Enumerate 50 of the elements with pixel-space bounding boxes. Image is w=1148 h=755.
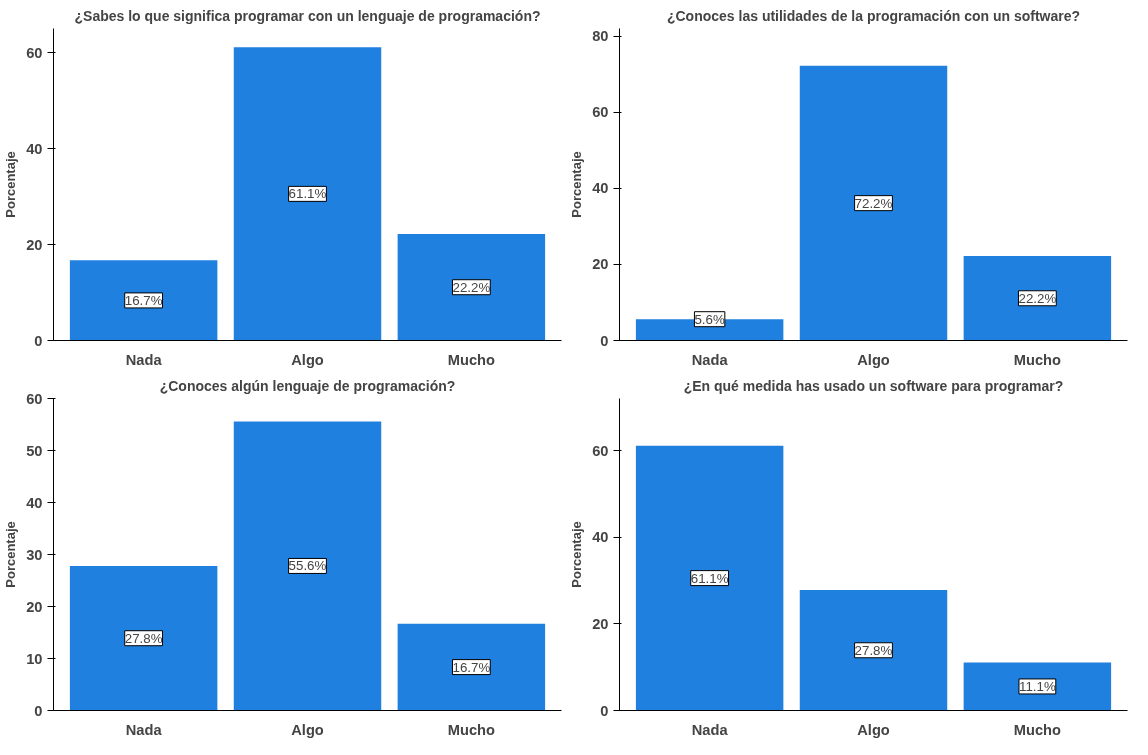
y-tick-label: 40 [26, 140, 43, 157]
y-tick-label: 80 [592, 28, 609, 45]
y-tick-label: 20 [592, 615, 609, 632]
y-tick-label: 10 [26, 650, 43, 667]
x-tick-label: Algo [291, 721, 324, 738]
data-label: 61.1% [288, 186, 327, 202]
chart-title: ¿Conoces las utilidades de la programación con un software? [666, 7, 1081, 24]
chart-title: ¿Sabes lo que significa programar con un lenguaje de programación? [74, 7, 541, 24]
x-tick-label: Nada [691, 351, 729, 368]
y-tick-label: 0 [34, 702, 43, 719]
x-tick-label: Mucho [447, 351, 496, 368]
data-label: 16.7% [452, 659, 491, 675]
y-tick-label: 30 [26, 546, 43, 563]
x-tick-label: Nada [691, 721, 729, 738]
y-tick-label: 40 [592, 529, 609, 546]
y-tick-label: 20 [26, 598, 43, 615]
y-tick-label: 40 [26, 494, 43, 511]
y-tick-label: 40 [592, 180, 609, 197]
data-label: 61.1% [690, 570, 729, 586]
y-tick-label: 0 [600, 702, 609, 719]
x-tick-label: Mucho [1013, 351, 1062, 368]
data-label: 72.2% [854, 195, 893, 211]
y-tick-label: 20 [26, 236, 43, 253]
x-tick-label: Algo [857, 721, 890, 738]
data-label: 27.8% [854, 642, 893, 658]
data-label: 22.2% [452, 279, 491, 295]
data-label: 16.7% [124, 292, 163, 308]
x-tick-label: Algo [291, 351, 324, 368]
data-label: 27.8% [124, 630, 163, 646]
y-axis-title: Porcentaje [569, 151, 585, 218]
x-tick-label: Mucho [447, 721, 496, 738]
y-tick-label: 60 [26, 390, 43, 407]
y-axis-title: Porcentaje [3, 521, 19, 588]
x-tick-label: Algo [857, 351, 890, 368]
y-tick-label: 60 [592, 442, 609, 459]
data-label: 55.6% [288, 558, 327, 574]
data-label: 22.2% [1018, 290, 1057, 306]
x-tick-label: Mucho [1013, 721, 1062, 738]
y-tick-label: 0 [34, 332, 43, 349]
chart-title: ¿Conoces algún lenguaje de programación? [159, 377, 456, 394]
y-tick-label: 0 [600, 332, 609, 349]
y-tick-label: 50 [26, 442, 43, 459]
y-tick-label: 20 [592, 256, 609, 273]
y-tick-label: 60 [26, 44, 43, 61]
x-tick-label: Nada [125, 721, 163, 738]
y-axis-title: Porcentaje [569, 521, 585, 588]
x-tick-label: Nada [125, 351, 163, 368]
chart-title: ¿En qué medida has usado un software para programar? [683, 377, 1064, 394]
y-axis-title: Porcentaje [3, 151, 19, 218]
y-tick-label: 60 [592, 104, 609, 121]
